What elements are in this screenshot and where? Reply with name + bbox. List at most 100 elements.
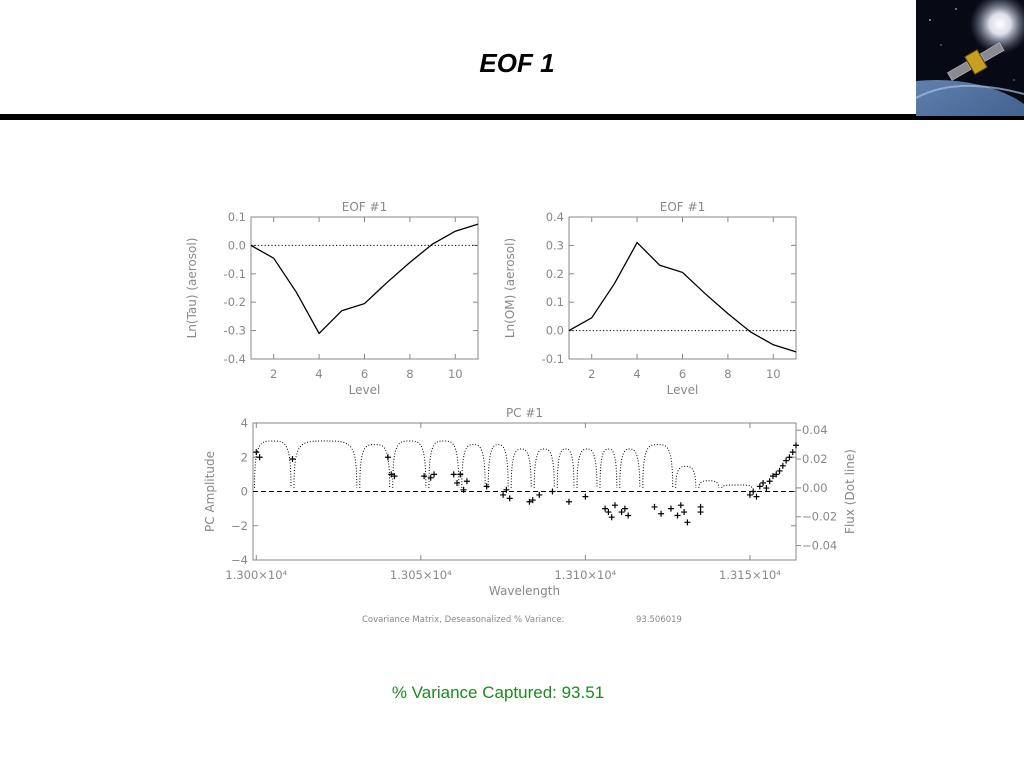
pc-point-marker [454, 479, 461, 486]
y-tick-label: -0.1 [542, 352, 564, 366]
pc-point-marker [779, 462, 786, 469]
chart-title: PC #1 [506, 406, 543, 420]
eof-series-line [568, 241, 797, 353]
x-tick-label: 10 [448, 367, 463, 381]
pc-point-marker [786, 454, 793, 461]
eof-om-chart: 2 4 6 8 10 -0.1 0.0 0.1 0.2 0.3 0.4 EOF #1 Level Ln(O… [503, 200, 797, 397]
y-tick-label: −4 [231, 553, 248, 567]
pc-point-marker [427, 474, 434, 481]
pc-point-marker [503, 486, 510, 493]
pc-point-marker [608, 514, 615, 521]
x-tick-label: 2 [270, 367, 277, 381]
pc-point-marker [500, 491, 507, 498]
y-tick-label: 0.3 [546, 238, 564, 252]
y-axis-label: Ln(OM) (aerosol) [503, 238, 517, 338]
pc-point-marker [681, 509, 688, 516]
pc-point-marker [766, 478, 773, 485]
x-tick-label: 8 [406, 367, 413, 381]
x-axis-label: Level [667, 383, 699, 397]
pc-point-marker [391, 473, 398, 480]
pc-point-marker [621, 505, 628, 512]
pc-point-marker [618, 509, 625, 516]
chart-title: EOF #1 [342, 200, 387, 214]
pc-point-marker [605, 509, 612, 516]
pc-point-marker [756, 483, 763, 490]
eof-tau-chart: 2 4 6 8 10 -0.4 -0.3 -0.2 -0.1 0.0 0.1 EOF #1 Level L… [185, 200, 479, 397]
pc-point-marker [753, 493, 760, 500]
pc-point-marker [457, 471, 464, 478]
y-tick-label: 0 [241, 485, 248, 499]
pc-point-marker [565, 498, 572, 505]
flux-dotted-series [254, 440, 753, 489]
y-tick-label: -0.2 [224, 295, 246, 309]
x-tick-label: 4 [315, 367, 322, 381]
pc-point-marker [625, 512, 632, 519]
y-tick-label: -0.1 [224, 267, 246, 281]
y2-axis-label: Flux (Dot line) [843, 449, 857, 534]
figure-caption-label: Covariance Matrix, Deseasonalized % Vari… [362, 615, 564, 625]
pc-point-marker [684, 519, 691, 526]
pc-point-marker [763, 485, 770, 492]
y-tick-label: 0.0 [546, 324, 564, 338]
variance-captured: % Variance Captured: 93.51 [391, 683, 605, 702]
pc-point-marker [526, 498, 533, 505]
x-tick-label: 1.310×10⁴ [554, 568, 616, 582]
pc-point-marker [697, 503, 704, 510]
x-tick-label: 2 [588, 367, 595, 381]
pc-point-marker [651, 503, 658, 510]
pc-point-marker [793, 442, 799, 449]
y-tick-label: 4 [241, 416, 248, 430]
slide-title: EOF 1 [479, 48, 555, 78]
y-tick-label: 0.1 [546, 295, 564, 309]
y-tick-label: 2 [241, 450, 248, 464]
pc-point-marker [697, 509, 704, 516]
pc-point-marker [776, 467, 783, 474]
y-tick-label: -0.4 [224, 352, 246, 366]
x-axis-label: Level [349, 383, 381, 397]
pc-point-marker [450, 471, 457, 478]
pc-point-marker [602, 505, 609, 512]
pc-point-marker [746, 491, 753, 498]
x-tick-label: 1.315×10⁴ [719, 568, 781, 582]
pc-point-marker [789, 449, 796, 456]
y-axis-label: Ln(Tau) (aerosol) [185, 238, 199, 339]
pc-point-marker [289, 455, 296, 462]
chart-title: EOF #1 [660, 200, 705, 214]
y-tick-label: 0.4 [546, 210, 564, 224]
pc-point-marker [750, 488, 757, 495]
pc-point-marker [773, 471, 780, 478]
pc-point-marker [421, 473, 428, 480]
title-divider [0, 114, 1024, 120]
y-tick-label: -0.3 [224, 324, 246, 338]
x-tick-label: 4 [633, 367, 640, 381]
pc-amplitude-chart: 1.300×10⁴ 1.305×10⁴ 1.310×10⁴ 1.315×10⁴ −4 −2… [203, 406, 857, 598]
pc-point-marker [582, 493, 589, 500]
x-tick-label: 6 [679, 367, 686, 381]
pc-point-marker [674, 512, 681, 519]
pc-point-marker [483, 483, 490, 490]
figure-caption-value: 93.506019 [636, 615, 682, 625]
pc-point-marker [612, 502, 618, 509]
y-tick-label: 0.2 [546, 267, 564, 281]
pc-point-marker [783, 457, 790, 464]
x-tick-label: 1.305×10⁴ [390, 568, 452, 582]
x-tick-label: 6 [361, 367, 368, 381]
y2-tick-label: −0.02 [802, 510, 837, 524]
y-axis-label: PC Amplitude [203, 451, 217, 532]
y2-tick-label: 0.02 [802, 452, 828, 466]
y2-tick-label: 0.00 [802, 481, 828, 495]
pc-point-marker [677, 502, 684, 509]
pc-point-marker [384, 454, 391, 461]
y-tick-label: −2 [231, 519, 248, 533]
y2-tick-label: −0.04 [802, 539, 837, 553]
y-tick-label: 0.0 [228, 238, 246, 252]
pc-point-marker [431, 471, 437, 478]
x-tick-label: 10 [766, 367, 781, 381]
pc-point-marker [549, 488, 556, 495]
pc-point-marker [760, 479, 767, 486]
satellite-over-earth-icon [916, 0, 1024, 116]
pc-point-marker [658, 510, 665, 517]
pc-point-marker [667, 505, 674, 512]
pc-point-marker [253, 449, 260, 456]
